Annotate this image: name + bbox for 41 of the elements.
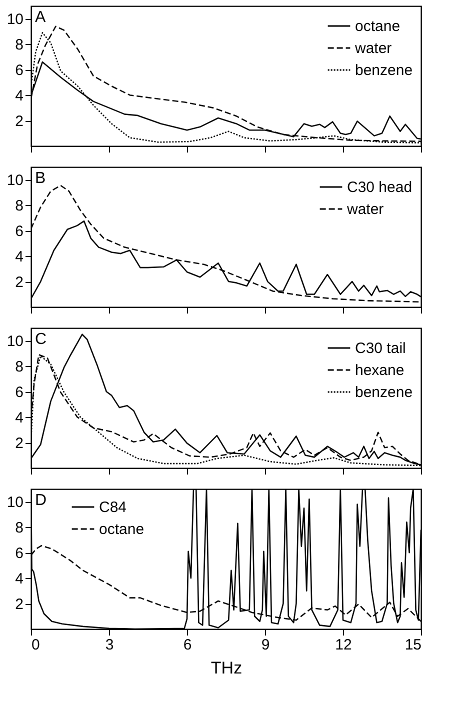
legend-label: water — [354, 40, 392, 57]
y-tick-label: 2 — [15, 274, 24, 292]
x-tick-label: 3 — [105, 636, 114, 654]
y-tick-label: 10 — [6, 494, 24, 512]
y-tick-label: 2 — [15, 113, 24, 130]
legend-label: benzene — [355, 384, 413, 401]
y-tick-label: 2 — [15, 435, 24, 452]
y-tick-label: 8 — [15, 36, 24, 54]
y-tick-label: 6 — [15, 223, 24, 240]
legend-label: C30 head — [347, 179, 412, 196]
y-tick-label: 4 — [15, 410, 24, 427]
x-tick-label: 15 — [404, 636, 422, 654]
y-tick-label: 10 — [6, 11, 24, 28]
x-axis-title: THz — [210, 658, 242, 678]
x-tick-label: 6 — [183, 636, 192, 654]
annotation: B — [35, 170, 46, 187]
annotation: A — [35, 9, 46, 26]
y-tick-label: 6 — [15, 545, 24, 562]
y-tick-label: 8 — [15, 198, 24, 215]
y-tick-label: 6 — [15, 62, 24, 80]
legend-label: hexane — [355, 362, 404, 379]
y-tick-label: 4 — [15, 248, 24, 266]
legend-label: C84 — [99, 499, 127, 516]
x-tick-label: 12 — [335, 636, 352, 654]
y-tick-label: 4 — [15, 570, 24, 588]
y-tick-label: 6 — [15, 384, 24, 402]
x-tick-label: 9 — [261, 636, 270, 654]
y-tick-label: 4 — [15, 88, 24, 105]
legend-label: octane — [355, 18, 400, 35]
legend-label: water — [346, 201, 384, 218]
legend-label: benzene — [355, 62, 413, 79]
annotation: C — [35, 331, 47, 348]
y-tick-label: 10 — [6, 172, 24, 190]
y-tick-label: 8 — [15, 520, 24, 537]
annotation: D — [35, 492, 47, 509]
x-tick-label: 0 — [32, 636, 40, 654]
y-tick-label: 8 — [15, 358, 24, 376]
y-tick-label: 10 — [6, 333, 24, 350]
legend-label: octane — [99, 521, 144, 538]
y-tick-label: 2 — [15, 596, 24, 614]
legend-label: C30 tail — [355, 340, 406, 357]
